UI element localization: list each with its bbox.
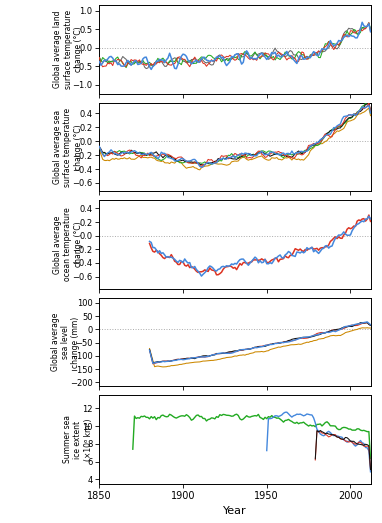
Y-axis label: Global average
ocean temperature
change (°C): Global average ocean temperature change … — [53, 208, 83, 281]
Y-axis label: Global average land
surface temperature
change (°C): Global average land surface temperature … — [53, 10, 83, 89]
Y-axis label: Summer sea
ice extent
(×10⁶ km²): Summer sea ice extent (×10⁶ km²) — [63, 415, 92, 463]
Y-axis label: Global average sea
surface temperature
change (°C): Global average sea surface temperature c… — [53, 107, 83, 187]
Y-axis label: Global average
sea level
change (mm): Global average sea level change (mm) — [50, 313, 80, 371]
X-axis label: Year: Year — [223, 506, 247, 516]
